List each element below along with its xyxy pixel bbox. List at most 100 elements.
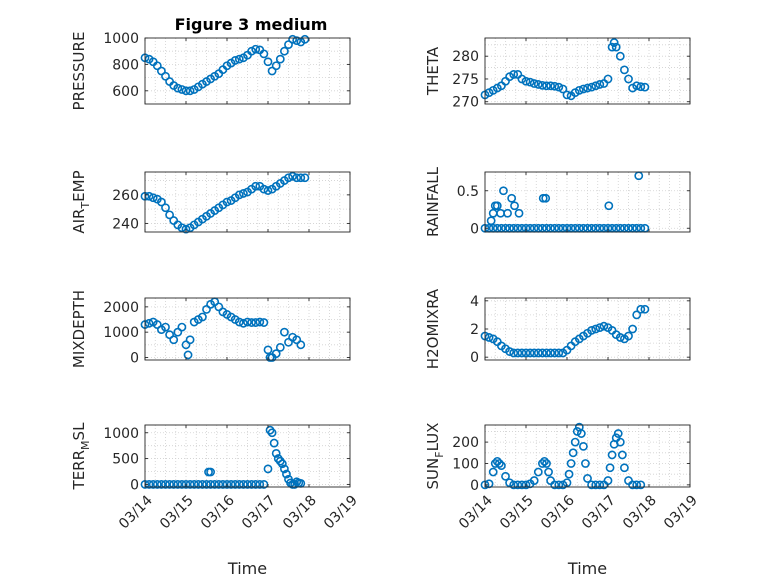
axes-box <box>144 37 351 105</box>
data-point <box>263 464 273 474</box>
data-point <box>189 480 199 489</box>
data-point <box>263 57 273 67</box>
data-point <box>595 480 605 490</box>
data-point <box>620 463 629 473</box>
data-point <box>282 469 291 479</box>
data-point <box>615 437 625 447</box>
x-tick-label: 03/19 <box>661 493 701 533</box>
data-point <box>197 480 207 489</box>
subplot-5: 0 1000 2000 MIXDEPTH <box>70 290 351 368</box>
data-point <box>296 173 306 183</box>
data-point <box>507 193 517 203</box>
data-point <box>579 84 588 94</box>
data-point <box>510 201 519 211</box>
data-point <box>615 51 625 61</box>
data-point <box>554 348 564 358</box>
data-point <box>583 83 592 93</box>
data-point <box>509 348 519 358</box>
data-point <box>496 461 506 471</box>
data-point <box>197 312 207 322</box>
data-point <box>255 480 265 489</box>
data-point <box>267 428 277 438</box>
data-point <box>247 480 256 489</box>
data-point <box>501 471 510 481</box>
data-point <box>521 480 531 490</box>
data-point <box>275 54 285 64</box>
data-point <box>165 480 174 489</box>
data-point <box>152 480 162 489</box>
data-point <box>300 173 310 183</box>
data-point <box>542 81 551 91</box>
subplot-8: 0 100 200 03/14 03/15 03/16 03/17 03/18 03/19 SUN… <box>424 423 701 578</box>
data-point <box>558 84 568 94</box>
data-point <box>286 478 295 488</box>
data-point <box>550 348 560 358</box>
data-point <box>263 186 273 195</box>
data-point <box>562 90 572 100</box>
data-point <box>251 318 261 327</box>
data-point <box>636 304 646 314</box>
data-point <box>230 56 240 65</box>
data-point <box>279 464 289 474</box>
data-point <box>218 480 228 489</box>
data-markers <box>480 422 646 490</box>
x-tick-label: 03/18 <box>620 493 660 533</box>
data-point <box>271 61 281 71</box>
data-point <box>267 66 277 76</box>
data-point <box>544 467 553 477</box>
data-point <box>509 480 519 490</box>
data-point <box>259 480 269 489</box>
data-point <box>595 323 605 332</box>
subplot-2: 270 275 280 THETA <box>424 37 691 111</box>
data-point <box>513 348 523 358</box>
data-point <box>292 173 302 183</box>
data-point <box>288 171 297 181</box>
data-point <box>275 342 285 352</box>
data-markers <box>480 304 650 358</box>
y-axis-label: MIXDEPTH <box>70 290 88 368</box>
data-point <box>247 46 256 56</box>
data-point <box>238 480 248 489</box>
data-point <box>251 44 261 54</box>
data-point <box>517 480 527 490</box>
data-point <box>185 480 195 489</box>
data-point <box>636 480 646 490</box>
data-point <box>152 61 162 71</box>
data-point <box>251 480 261 489</box>
data-point <box>591 324 601 334</box>
y-axis-label: RAINFALL <box>424 166 442 237</box>
data-markers <box>140 297 306 362</box>
data-point <box>628 324 637 334</box>
axes-box <box>484 171 691 233</box>
data-point <box>628 480 637 490</box>
x-tick-label: 03/15 <box>157 493 197 533</box>
data-point <box>259 318 269 327</box>
data-point <box>161 322 170 332</box>
data-point <box>271 449 281 458</box>
data-point <box>533 80 543 89</box>
data-point <box>222 197 232 207</box>
x-tick-label: 03/16 <box>538 492 578 532</box>
data-point <box>542 348 551 358</box>
y-axis-label: PRESSURE <box>70 32 88 111</box>
axes-box <box>484 424 691 488</box>
data-point <box>177 480 187 489</box>
data-point <box>206 480 215 489</box>
data-point <box>234 317 244 327</box>
y-axis-label: H2OMIXRA <box>424 288 442 369</box>
data-point <box>193 480 203 489</box>
data-point <box>156 480 166 489</box>
data-point <box>603 74 613 84</box>
data-point <box>494 459 504 468</box>
data-point <box>148 193 158 203</box>
data-point <box>259 49 269 59</box>
data-point <box>505 347 514 356</box>
data-point <box>234 480 244 489</box>
data-point <box>247 318 256 327</box>
data-point <box>541 193 551 203</box>
data-point <box>284 173 293 183</box>
data-point <box>486 216 496 226</box>
y-tick-label: 2000 <box>103 300 139 316</box>
data-point <box>533 467 543 477</box>
